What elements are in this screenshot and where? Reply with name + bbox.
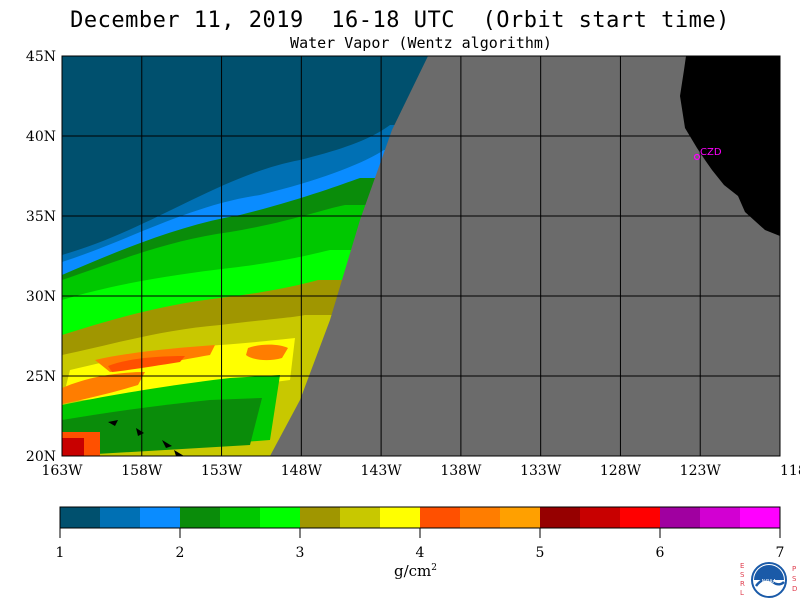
- station-marker: [693, 153, 701, 161]
- svg-text:L: L: [740, 589, 744, 597]
- colorbar-ticks: 1 2 3 4 5 6 7: [56, 528, 785, 561]
- colorbar-swatch: [420, 507, 460, 528]
- band-corner-red: [62, 438, 84, 456]
- svg-text:E: E: [740, 562, 744, 570]
- lon-tick-label: 158W: [121, 463, 163, 479]
- colorbar-swatch: [220, 507, 260, 528]
- lon-tick-label: 128W: [600, 463, 642, 479]
- svg-text:S: S: [740, 571, 745, 579]
- colorbar-swatch: [380, 507, 420, 528]
- colorbar-tick-label: 4: [416, 545, 425, 561]
- lon-tick-label: 153W: [201, 463, 243, 479]
- colorbar-tick-label: 3: [296, 545, 305, 561]
- colorbar-swatch: [60, 507, 100, 528]
- colorbar-tick-label: 2: [176, 545, 185, 561]
- units-text: g/cm: [394, 562, 432, 580]
- colorbar-swatch: [100, 507, 140, 528]
- lon-tick-label: 148W: [281, 463, 323, 479]
- colorbar-swatch: [140, 507, 180, 528]
- esrl-letters: E S R L: [740, 562, 745, 597]
- colorbar-swatch: [740, 507, 780, 528]
- noaa-logo: E S R L NOAA P S D: [740, 562, 797, 598]
- noaa-bird-icon: [755, 578, 785, 587]
- band-green-lower-dark: [62, 398, 262, 456]
- colorbar-swatch: [700, 507, 740, 528]
- lat-tick-label: 25N: [26, 369, 56, 385]
- lat-tick-label: 45N: [26, 49, 56, 65]
- lat-tick-label: 30N: [26, 289, 56, 305]
- no-data-swath: [270, 56, 780, 456]
- station-label: CZD: [700, 147, 722, 158]
- colorbar-swatch: [580, 507, 620, 528]
- svg-text:S: S: [792, 575, 797, 583]
- psd-letters: P S D: [792, 565, 797, 593]
- units-exponent: 2: [431, 563, 438, 573]
- colorbar-tick-label: 7: [776, 545, 785, 561]
- noaa-emblem-sky: [754, 565, 784, 580]
- colorbar-swatch: [500, 507, 540, 528]
- noaa-text: NOAA: [762, 579, 777, 585]
- lat-tick-label: 20N: [26, 449, 56, 465]
- band-orange-3: [62, 372, 145, 404]
- island-hawaii: [174, 450, 184, 456]
- svg-text:R: R: [740, 580, 745, 588]
- colorbar-tick-label: 6: [656, 545, 665, 561]
- colorbar: [59, 506, 781, 529]
- colorbar-swatch: [180, 507, 220, 528]
- colorbar-units: g/cm2: [394, 562, 437, 580]
- band-orange-2: [246, 344, 288, 361]
- colorbar-swatch: [660, 507, 700, 528]
- page-subtitle: Water Vapor (Wentz algorithm): [290, 34, 552, 52]
- page-title: December 11, 2019 16-18 UTC (Orbit start…: [70, 8, 730, 33]
- lat-tick-label: 35N: [26, 209, 56, 225]
- island-maui: [162, 440, 172, 448]
- svg-text:D: D: [792, 585, 797, 593]
- colorbar-swatch: [460, 507, 500, 528]
- colorbar-swatch: [540, 507, 580, 528]
- lon-tick-label: 133W: [520, 463, 562, 479]
- lon-tick-label: 138W: [440, 463, 482, 479]
- lon-tick-label: 118W: [780, 463, 800, 479]
- colorbar-tick-label: 5: [536, 545, 545, 561]
- colorbar-swatch: [300, 507, 340, 528]
- longitude-labels: 163W 158W 153W 148W 143W 138W 133W 128W 123W 118W: [41, 463, 800, 479]
- colorbar-swatch: [620, 507, 660, 528]
- lon-tick-label: 163W: [41, 463, 83, 479]
- lon-tick-label: 143W: [361, 463, 403, 479]
- svg-text:P: P: [792, 565, 796, 573]
- water-vapor-field: [62, 56, 780, 456]
- colorbar-swatch: [340, 507, 380, 528]
- latitude-labels: 45N 40N 35N 30N 25N 20N: [26, 49, 56, 465]
- land-north-america: [680, 56, 780, 236]
- lon-tick-label: 123W: [680, 463, 722, 479]
- lat-tick-label: 40N: [26, 129, 56, 145]
- island-kauai: [108, 420, 118, 426]
- colorbar-swatch: [260, 507, 300, 528]
- colorbar-tick-label: 1: [56, 545, 65, 561]
- band-red-orange: [108, 356, 185, 372]
- map-frame: [61, 55, 781, 457]
